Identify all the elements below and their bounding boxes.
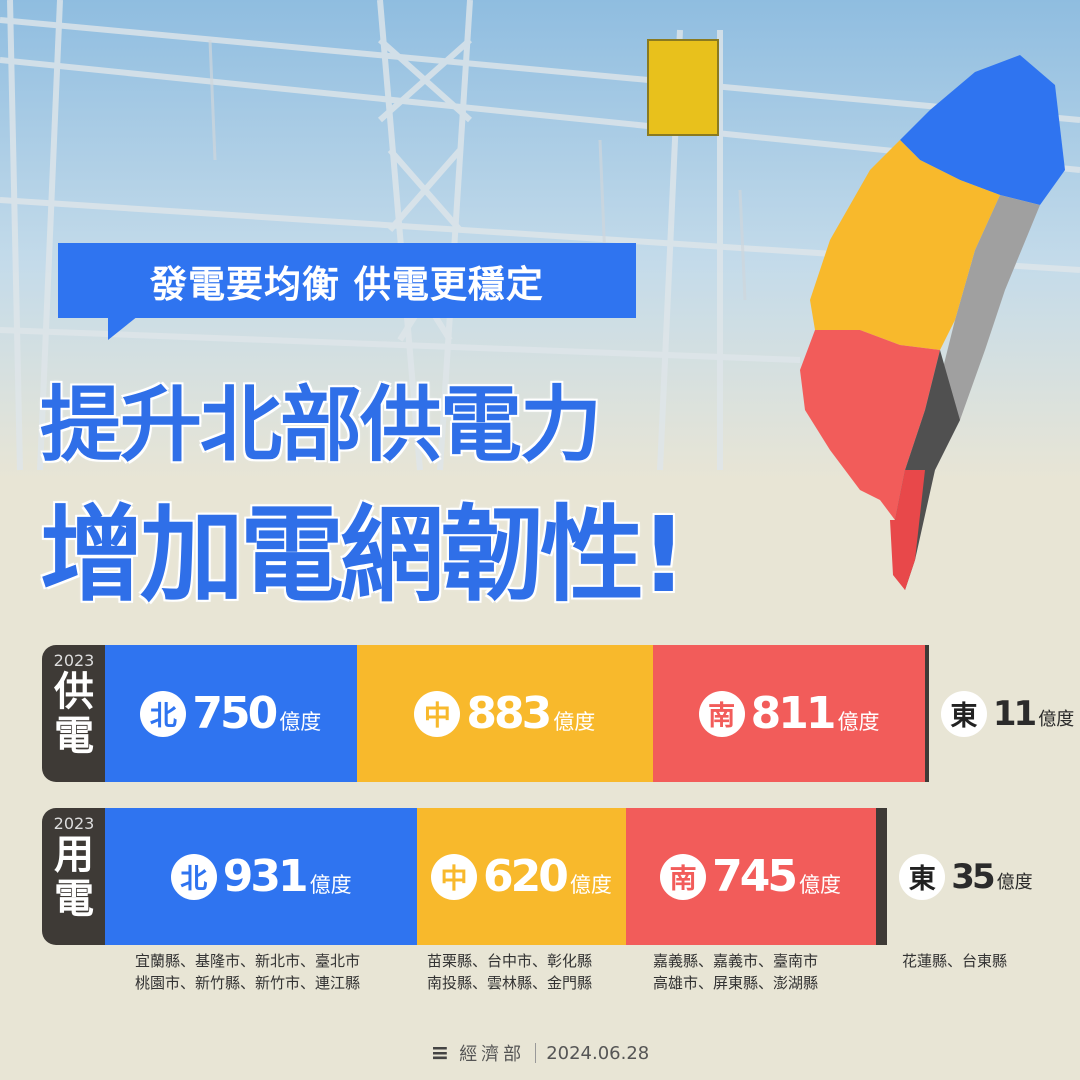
- region-list-east: 花蓮縣、台東縣: [902, 950, 1007, 972]
- supply-year: 2023: [53, 651, 95, 670]
- region-badge-north: 北: [170, 853, 217, 900]
- bar-south: 南 811 億度: [653, 645, 926, 782]
- value-label-south: 745: [712, 851, 798, 902]
- headline-line-1: 提升北部供電力: [40, 378, 602, 473]
- region-list-central: 苗栗縣、台中市、彰化縣 南投縣、雲林縣、金門縣: [427, 950, 592, 994]
- region-badge-east: 東: [899, 853, 946, 900]
- divider: [535, 1043, 537, 1063]
- region-text: 高雄市、屏東縣、澎湖縣: [653, 974, 819, 992]
- unit-label: 億度: [569, 872, 612, 897]
- bar-central: 中 883 億度: [356, 645, 654, 782]
- region-text: 桃園市、新竹縣、新竹市、連江縣: [135, 974, 361, 992]
- east-label: 東 11 億度: [940, 645, 1075, 782]
- usage-year: 2023: [53, 814, 95, 833]
- map-region-south-west: [800, 330, 940, 520]
- region-badge-east: 東: [940, 690, 987, 737]
- region-list-north: 宜蘭縣、基隆市、新北市、臺北市 桃園市、新竹縣、新竹市、連江縣: [135, 950, 360, 994]
- value-label-north: 750: [192, 688, 278, 739]
- map-region-central: [810, 140, 1000, 350]
- footer: ≡ 經濟部 2024.06.28: [0, 1040, 1080, 1066]
- unit-label: 億度: [309, 872, 352, 897]
- publish-date: 2024.06.28: [546, 1042, 650, 1064]
- unit-label: 億度: [837, 709, 880, 734]
- region-badge-north: 北: [140, 690, 187, 737]
- region-badge-south: 南: [660, 853, 707, 900]
- region-badge-central: 中: [414, 690, 461, 737]
- usage-row-label: 2023 用電: [42, 808, 106, 945]
- unit-label: 億度: [1038, 708, 1075, 730]
- map-region-south-tip: [890, 470, 925, 590]
- value-label-south: 811: [750, 688, 837, 739]
- region-list-south: 嘉義縣、嘉義市、臺南市 高雄市、屏東縣、澎湖縣: [653, 950, 818, 994]
- unit-label: 億度: [798, 872, 841, 897]
- east-label: 東 35 億度: [899, 808, 1033, 945]
- bar-east: [925, 645, 929, 782]
- bar-central: 中 620 億度: [417, 808, 626, 945]
- org-name: 經濟部: [459, 1044, 526, 1065]
- ministry-logo-icon: ≡: [430, 1040, 450, 1066]
- value-label-central: 620: [483, 851, 569, 902]
- region-text: 宜蘭縣、基隆市、新北市、臺北市: [135, 952, 361, 970]
- region-text: 南投縣、雲林縣、金門縣: [427, 974, 593, 992]
- subtitle-bubble: 發電要均衡 供電更穩定: [58, 243, 636, 340]
- region-badge-central: 中: [431, 853, 478, 900]
- bar-north: 北 750 億度: [105, 645, 357, 782]
- region-text: 花蓮縣、台東縣: [902, 952, 1008, 970]
- bar-south: 南 745 億度: [625, 808, 876, 945]
- map-region-north: [900, 55, 1065, 205]
- value-label-north: 931: [222, 851, 309, 902]
- value-label-east: 35: [951, 856, 995, 897]
- value-label-central: 883: [466, 688, 552, 739]
- region-badge-south: 南: [698, 690, 745, 737]
- value-label-east: 11: [992, 693, 1037, 734]
- bar-north: 北 931 億度: [105, 808, 418, 945]
- supply-label: 供電: [54, 669, 94, 759]
- unit-label: 億度: [279, 709, 322, 734]
- region-text: 嘉義縣、嘉義市、臺南市: [653, 952, 819, 970]
- bar-east: [875, 808, 888, 945]
- region-text: 苗栗縣、台中市、彰化縣: [427, 952, 593, 970]
- unit-label: 億度: [996, 871, 1033, 893]
- headline-line-2: 增加電網韌性!: [40, 494, 687, 616]
- work-basket: [647, 39, 719, 136]
- supply-row-label: 2023 供電: [42, 645, 106, 782]
- unit-label: 億度: [553, 709, 596, 734]
- usage-label: 用電: [54, 832, 94, 922]
